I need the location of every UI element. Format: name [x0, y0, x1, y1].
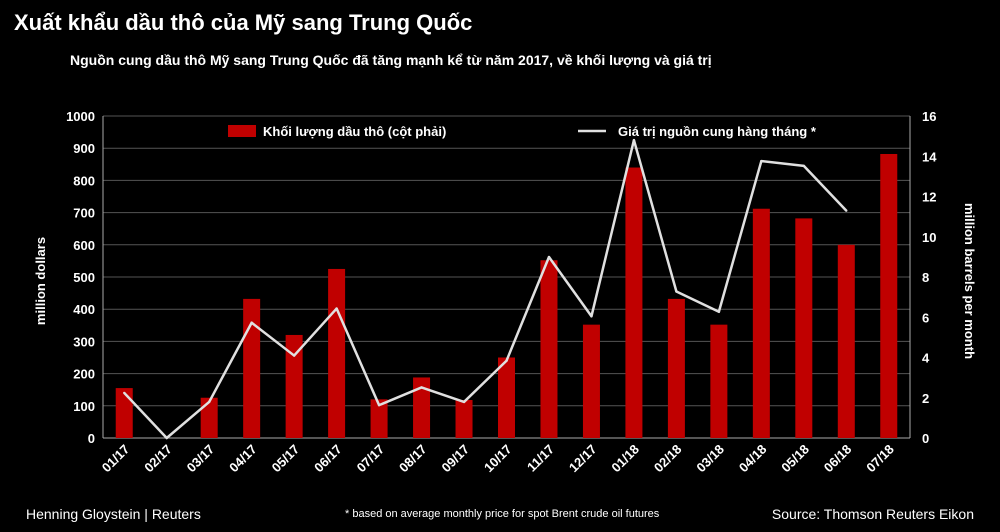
bar [625, 167, 643, 438]
footnote: * based on average monthly price for spo… [345, 508, 660, 520]
line-point [590, 315, 593, 318]
bar [370, 399, 388, 438]
author-credit: Henning Gloystein | Reuters [26, 506, 201, 522]
line-point [165, 436, 168, 440]
x-tick-label: 07/18 [863, 442, 897, 476]
line-point [462, 400, 466, 404]
y-tick-label-right: 6 [922, 310, 929, 325]
x-tick-label: 02/17 [141, 442, 175, 476]
y-axis-left-ticks: 0 100 200 300 400 500 600 700 800 900 1000 [66, 109, 95, 446]
bar [328, 268, 346, 438]
line-point [292, 354, 296, 357]
bar [795, 218, 813, 438]
chart-subtitle: Nguồn cung dầu thô Mỹ sang Trung Quốc đã… [70, 52, 712, 68]
line-point [420, 386, 423, 389]
line-point [845, 209, 848, 212]
y-tick-label-left: 900 [73, 141, 95, 156]
y-tick-label-left: 700 [73, 206, 95, 221]
line-point [547, 255, 551, 259]
legend-bar-label: Khối lượng dầu thô (cột phải) [263, 124, 446, 139]
x-tick-label: 08/17 [396, 442, 430, 476]
y-tick-label-right: 2 [922, 391, 929, 406]
line-point [675, 290, 678, 293]
line-point [123, 391, 126, 395]
x-tick-label: 05/18 [778, 442, 812, 476]
legend-line-label: Giá trị nguồn cung hàng tháng * [618, 124, 817, 139]
y-tick-label-left: 600 [73, 238, 95, 253]
y-tick-label-left: 1000 [66, 109, 95, 124]
y-axis-right-ticks: 0 2 4 6 8 10 12 14 16 [922, 109, 937, 446]
y-tick-label-right: 10 [922, 230, 936, 245]
chart-title: Xuất khẩu dầu thô của Mỹ sang Trung Quốc [14, 10, 473, 35]
y-tick-label-left: 400 [73, 302, 95, 317]
y-tick-label-right: 12 [922, 190, 936, 205]
line-point [207, 400, 211, 404]
line-path [123, 138, 848, 440]
x-axis-ticks: 01/17 02/17 03/17 04/17 05/17 06/17 07/17 08/17… [99, 442, 897, 476]
y-tick-label-left: 100 [73, 399, 95, 414]
bar [455, 400, 473, 438]
legend: Khối lượng dầu thô (cột phải) Giá trị ng… [228, 124, 817, 139]
x-tick-label: 04/18 [736, 442, 770, 476]
line-series [123, 138, 848, 440]
x-tick-label: 07/17 [354, 442, 388, 476]
bar [880, 153, 898, 438]
x-tick-label: 03/18 [693, 442, 727, 476]
source-credit: Source: Thomson Reuters Eikon [771, 506, 974, 522]
x-tick-label: 04/17 [226, 442, 260, 476]
x-tick-label: 10/17 [481, 442, 515, 476]
bar [582, 324, 600, 438]
bar-series [115, 153, 898, 438]
bar [667, 298, 685, 438]
y-tick-label-right: 4 [922, 351, 930, 366]
y-axis-left-title: million dollars [33, 237, 48, 325]
x-tick-label: 06/17 [311, 442, 345, 476]
line-point [717, 310, 721, 313]
x-tick-label: 01/17 [99, 442, 133, 476]
y-tick-label-left: 300 [73, 334, 95, 349]
line-point [250, 321, 253, 324]
bar [200, 397, 218, 438]
y-tick-label-left: 800 [73, 173, 95, 188]
legend-bar-swatch [228, 125, 256, 137]
line-point [802, 164, 806, 168]
y-tick-label-right: 14 [922, 149, 937, 164]
bar [243, 298, 261, 438]
y-tick-label-left: 200 [73, 367, 95, 382]
bar [752, 208, 770, 438]
line-point [760, 159, 763, 163]
x-tick-label: 06/18 [821, 442, 855, 476]
y-tick-label-left: 500 [73, 270, 95, 285]
bar [115, 388, 133, 438]
line-point [377, 403, 381, 407]
x-tick-label: 09/17 [439, 442, 473, 476]
line-point [505, 359, 508, 362]
x-tick-label: 03/17 [184, 442, 218, 476]
line-point [335, 307, 338, 310]
x-tick-label: 12/17 [566, 442, 600, 476]
x-tick-label: 01/18 [608, 442, 642, 476]
line-point [632, 138, 636, 142]
bar [837, 244, 855, 438]
bar [710, 324, 728, 438]
y-tick-label-right: 8 [922, 270, 929, 285]
x-tick-label: 11/17 [524, 442, 557, 475]
x-tick-label: 02/18 [651, 442, 685, 476]
x-tick-label: 05/17 [269, 442, 303, 476]
y-axis-right-title: million barrels per month [962, 203, 977, 359]
bar [285, 334, 303, 438]
bar [540, 260, 558, 438]
bar [413, 377, 431, 438]
y-tick-label-right: 0 [922, 431, 929, 446]
y-tick-label-left: 0 [88, 431, 95, 446]
bar [498, 357, 515, 438]
y-tick-label-right: 16 [922, 109, 936, 124]
